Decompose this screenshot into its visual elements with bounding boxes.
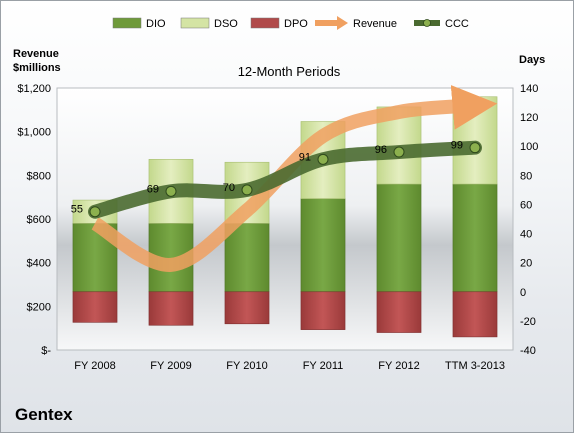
- ccc-data-label: 70: [223, 182, 235, 194]
- legend-swatch-dpo: [250, 17, 280, 29]
- right-axis: -40 -20 0 20 40 60 80 100 120 140: [520, 83, 538, 357]
- left-tick-label: $600: [27, 214, 51, 226]
- bar-dio: [300, 198, 346, 293]
- plot-area: [56, 87, 514, 351]
- right-tick-label: -20: [520, 316, 536, 328]
- ccc-point: [317, 153, 329, 165]
- ccc-series: 55 69 70 91 96 99: [71, 140, 482, 219]
- left-axis-title-line1: Revenue: [13, 48, 59, 60]
- ccc-point: [89, 206, 101, 218]
- x-tick-label: FY 2010: [226, 360, 267, 372]
- bar-dpo: [300, 291, 346, 330]
- left-tick-label: $200: [27, 301, 51, 313]
- legend-swatch-dio: [112, 17, 142, 29]
- bar-dpo: [224, 291, 270, 325]
- x-tick-label: TTM 3-2013: [445, 360, 505, 372]
- legend-label-dio: DIO: [146, 18, 166, 30]
- right-axis-title: Days: [519, 54, 545, 66]
- right-tick-label: 40: [520, 229, 532, 241]
- bar-dpo: [148, 291, 194, 326]
- ccc-data-label: 55: [71, 204, 83, 216]
- right-tick-label: -40: [520, 345, 536, 357]
- x-tick-label: FY 2012: [378, 360, 419, 372]
- bar-dio: [376, 183, 422, 293]
- left-tick-label: $800: [27, 170, 51, 182]
- right-tick-label: 0: [520, 287, 526, 299]
- bar-dpo: [72, 291, 118, 323]
- legend-label-ccc: CCC: [445, 18, 469, 30]
- chart-title: 12-Month Periods: [238, 64, 341, 79]
- x-axis: FY 2008 FY 2009 FY 2010 FY 2011 FY 2012 TTM 3…: [74, 360, 505, 372]
- x-tick-label: FY 2008: [74, 360, 115, 372]
- legend-label-dpo: DPO: [284, 18, 308, 30]
- legend-swatch-ccc-marker: [423, 19, 431, 27]
- left-tick-label: $1,000: [17, 127, 51, 139]
- bar-dio: [452, 183, 498, 293]
- legend-swatch-revenue-arrow: [337, 16, 348, 30]
- bar-dpo: [452, 291, 498, 338]
- legend-label-dso: DSO: [214, 18, 238, 30]
- ccc-point: [393, 146, 405, 158]
- right-tick-label: 20: [520, 258, 532, 270]
- right-tick-label: 120: [520, 112, 538, 124]
- left-tick-label: $1,200: [17, 83, 51, 95]
- left-tick-label: $-: [41, 345, 51, 357]
- ccc-data-label: 96: [375, 144, 387, 156]
- left-axis-title-line2: $millions: [13, 62, 61, 74]
- ccc-point: [241, 184, 253, 196]
- left-tick-label: $400: [27, 258, 51, 270]
- bar-dpo: [376, 291, 422, 333]
- ccc-data-label: 99: [451, 140, 463, 152]
- company-name: Gentex: [15, 405, 73, 424]
- x-tick-label: FY 2011: [303, 360, 344, 372]
- ccc-line: [88, 140, 482, 219]
- ccc-data-label: 91: [299, 151, 311, 163]
- right-tick-label: 100: [520, 141, 538, 153]
- ccc-data-label: 69: [147, 183, 159, 195]
- ccc-point: [165, 185, 177, 197]
- left-axis: $- $200 $400 $600 $800 $1,000 $1,200: [17, 83, 51, 357]
- right-tick-label: 140: [520, 83, 538, 95]
- x-tick-label: FY 2009: [150, 360, 191, 372]
- legend-swatch-dso: [180, 17, 210, 29]
- legend: DIO DSO DPO Revenue CCC: [112, 16, 469, 30]
- legend-label-revenue: Revenue: [353, 18, 397, 30]
- right-tick-label: 60: [520, 199, 532, 211]
- ccc-point: [469, 142, 481, 154]
- right-tick-label: 80: [520, 170, 532, 182]
